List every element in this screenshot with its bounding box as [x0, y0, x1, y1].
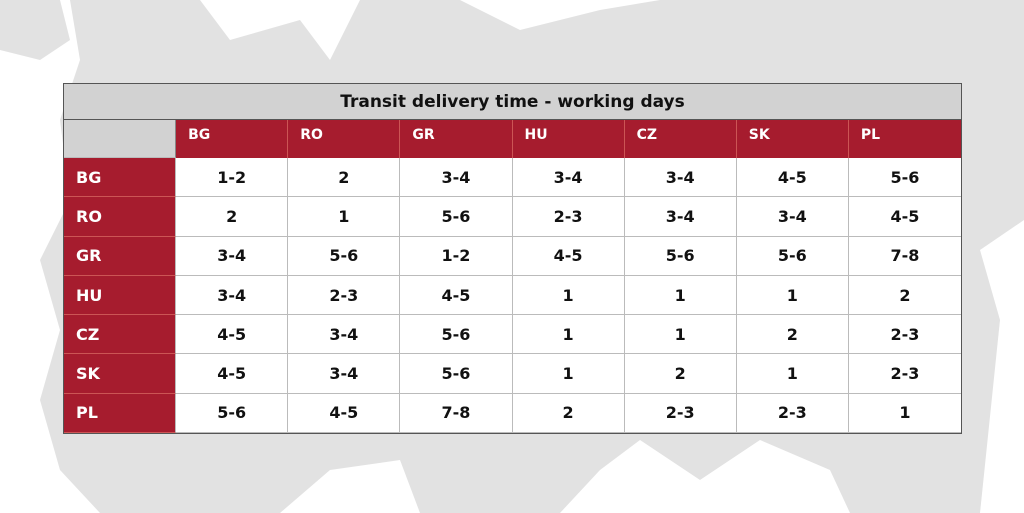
header-row: BG RO GR HU CZ SK PL [64, 120, 961, 158]
cell: 2 [624, 354, 737, 394]
table-row: GR 3-4 5-6 1-2 4-5 5-6 5-6 7-8 [64, 236, 961, 276]
cell: 2-3 [848, 315, 961, 355]
cell: 1 [512, 275, 625, 316]
table-title: Transit delivery time - working days [64, 84, 961, 120]
cell: 5-6 [848, 158, 961, 198]
row-header: SK [64, 354, 177, 394]
cell: 4-5 [736, 158, 849, 198]
cell: 3-4 [176, 236, 289, 276]
cell: 1 [624, 275, 737, 316]
row-header: HU [64, 275, 177, 316]
cell: 2 [736, 315, 849, 355]
cell: 3-4 [624, 158, 737, 198]
cell: 1-2 [400, 236, 513, 276]
table-row: CZ 4-5 3-4 5-6 1 1 2 2-3 [64, 315, 961, 355]
cell: 3-4 [288, 354, 401, 394]
cell: 5-6 [400, 315, 513, 355]
table-row: BG 1-2 2 3-4 3-4 3-4 4-5 5-6 [64, 158, 961, 198]
cell: 1 [736, 275, 849, 316]
cell: 5-6 [288, 236, 401, 276]
cell: 4-5 [400, 275, 513, 316]
cell: 3-4 [288, 315, 401, 355]
table-body: BG 1-2 2 3-4 3-4 3-4 4-5 5-6 RO 2 1 5-6 2-3 3-4 3-4 4-5… [64, 158, 961, 434]
cell: 5-6 [624, 236, 737, 276]
cell: 5-6 [400, 197, 513, 237]
column-header: RO [288, 120, 401, 158]
table-row: SK 4-5 3-4 5-6 1 2 1 2-3 [64, 354, 961, 394]
cell: 1 [512, 354, 625, 394]
row-header: CZ [64, 315, 177, 355]
cell: 1-2 [176, 158, 289, 198]
corner-cell [64, 120, 177, 158]
table-row: RO 2 1 5-6 2-3 3-4 3-4 4-5 [64, 197, 961, 237]
cell: 2-3 [736, 393, 849, 434]
column-header: SK [736, 120, 849, 158]
cell: 3-4 [176, 275, 289, 316]
cell: 5-6 [176, 393, 289, 434]
column-header: CZ [624, 120, 737, 158]
cell: 3-4 [624, 197, 737, 237]
column-header: GR [400, 120, 513, 158]
cell: 1 [624, 315, 737, 355]
cell: 4-5 [848, 197, 961, 237]
row-header: GR [64, 236, 177, 276]
cell: 4-5 [176, 354, 289, 394]
cell: 3-4 [736, 197, 849, 237]
cell: 3-4 [512, 158, 625, 198]
cell: 4-5 [288, 393, 401, 434]
cell: 2-3 [624, 393, 737, 434]
row-header: PL [64, 393, 177, 434]
cell: 5-6 [736, 236, 849, 276]
row-header: RO [64, 197, 177, 237]
cell: 1 [736, 354, 849, 394]
row-header: BG [64, 158, 177, 198]
column-header: PL [848, 120, 961, 158]
cell: 3-4 [400, 158, 513, 198]
cell: 2 [512, 393, 625, 434]
cell: 4-5 [176, 315, 289, 355]
table-row: HU 3-4 2-3 4-5 1 1 1 2 [64, 275, 961, 316]
column-header: HU [512, 120, 625, 158]
cell: 4-5 [512, 236, 625, 276]
table-row: PL 5-6 4-5 7-8 2 2-3 2-3 1 [64, 393, 961, 434]
column-header: BG [176, 120, 289, 158]
cell: 7-8 [848, 237, 961, 276]
cell: 5-6 [400, 354, 513, 394]
transit-table: Transit delivery time - working days BG R… [63, 83, 962, 435]
cell: 1 [848, 394, 961, 434]
cell: 2-3 [848, 354, 961, 394]
cell: 2 [848, 276, 961, 316]
cell: 2-3 [512, 197, 625, 237]
cell: 2-3 [288, 275, 401, 316]
cell: 2 [288, 158, 401, 198]
cell: 7-8 [400, 393, 513, 434]
cell: 1 [512, 315, 625, 355]
cell: 2 [176, 197, 289, 237]
cell: 1 [288, 197, 401, 237]
